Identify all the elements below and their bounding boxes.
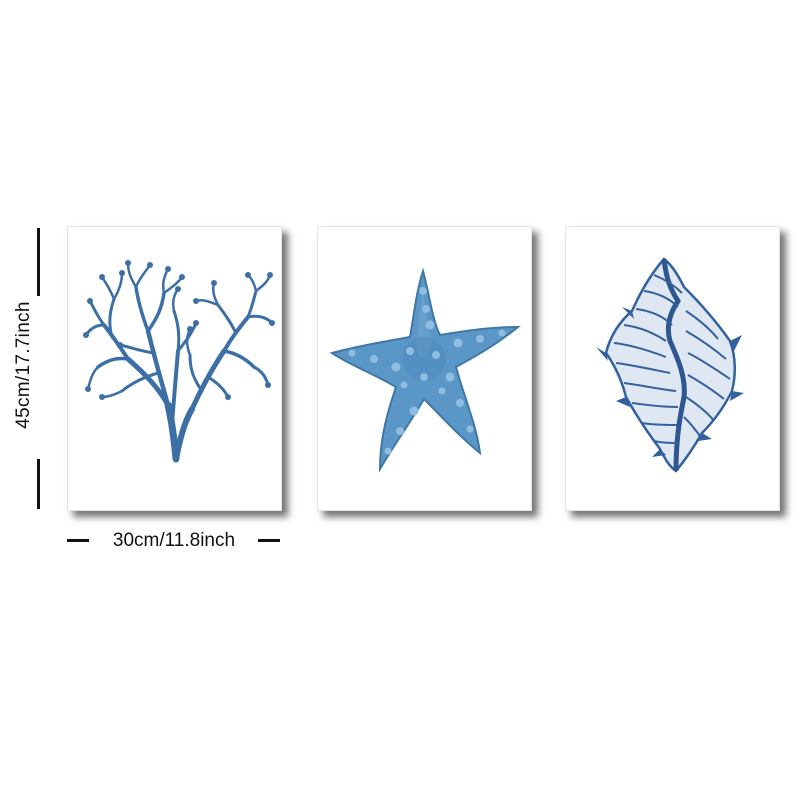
width-dimension-line-left (67, 539, 89, 542)
height-dimension-line-bottom (37, 459, 40, 509)
coral-icon (83, 260, 275, 463)
art-panel-coral (67, 226, 282, 511)
art-panel-seashell (565, 226, 780, 511)
seashell-icon (596, 257, 744, 473)
width-dimension-label: 30cm/11.8inch (112, 530, 236, 551)
starfish-icon (329, 267, 521, 473)
width-dimension-line-right (258, 539, 280, 542)
art-panel-starfish (317, 226, 532, 511)
height-dimension-line-top (37, 228, 40, 296)
height-dimension-label: 45cm/17.7inch (13, 301, 34, 429)
